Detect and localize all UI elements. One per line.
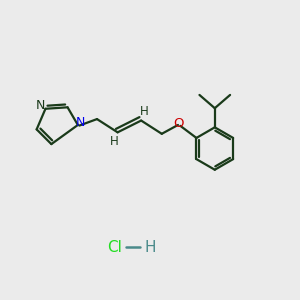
Text: N: N [76, 116, 86, 129]
Text: H: H [144, 240, 156, 255]
Text: H: H [110, 135, 119, 148]
Text: O: O [173, 117, 184, 130]
Text: H: H [140, 105, 148, 118]
Text: N: N [35, 99, 45, 112]
Text: Cl: Cl [107, 240, 122, 255]
